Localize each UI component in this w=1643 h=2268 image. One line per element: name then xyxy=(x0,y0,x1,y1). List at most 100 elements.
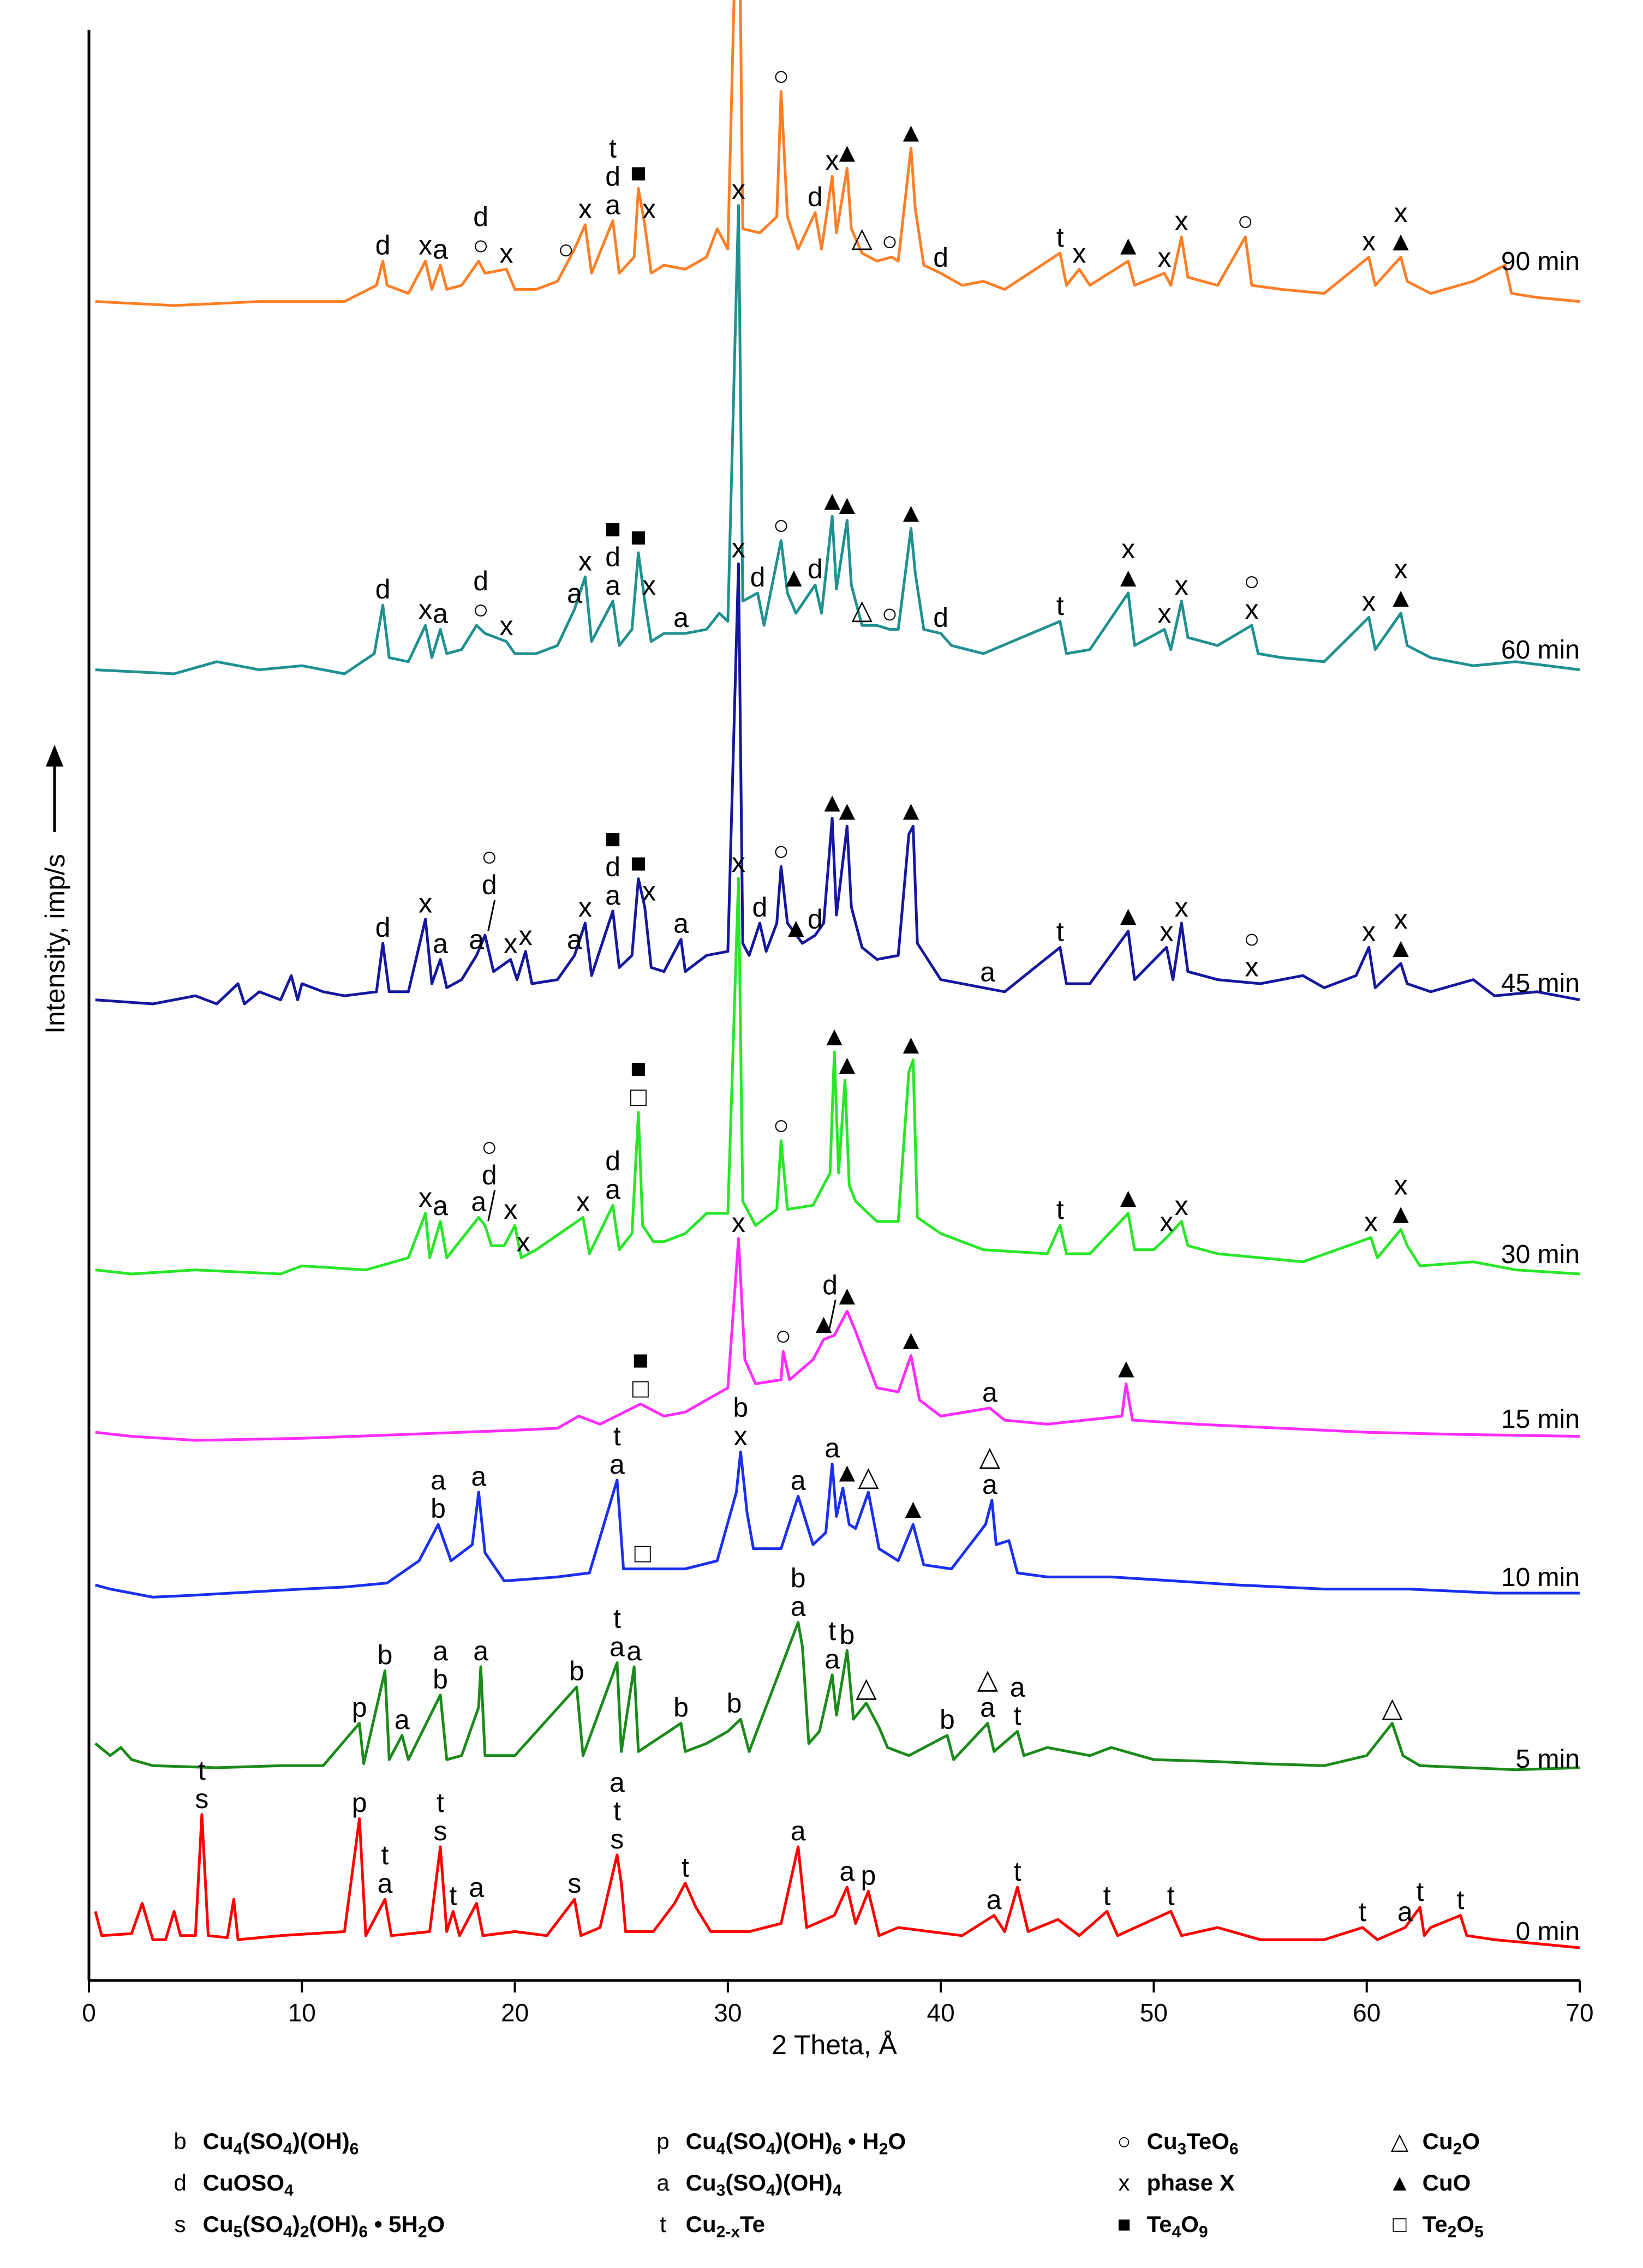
peak-marker: a xyxy=(987,1884,1002,1915)
legend-symbol: ■ xyxy=(1117,2211,1131,2237)
legend-label: Cu4(SO4)(OH)6 • H2O xyxy=(685,2128,906,2158)
peak-marker: a xyxy=(825,1433,840,1463)
peak-marker: x xyxy=(419,888,432,919)
peak-marker: d xyxy=(605,542,620,572)
peak-marker: s xyxy=(610,1824,624,1854)
x-tick-label: 60 xyxy=(1353,1998,1381,2027)
peak-marker: a xyxy=(982,1377,997,1408)
peak-marker: a xyxy=(1010,1672,1025,1702)
legend-entry: △ Cu2O xyxy=(1383,2125,1480,2165)
peak-marker: a xyxy=(840,1856,855,1887)
peak-marker: t xyxy=(1359,1896,1366,1927)
peak-marker: a xyxy=(610,1767,625,1798)
peak-marker: ○ xyxy=(773,510,789,540)
legend-entry: s Cu5(SO4)2(OH)6 • 5H2O xyxy=(164,2208,445,2248)
legend-symbol: a xyxy=(656,2170,670,2195)
peak-marker: a xyxy=(791,1591,806,1622)
peak-marker: t xyxy=(198,1755,206,1786)
peak-marker: x xyxy=(419,594,432,625)
peak-marker: ▲ xyxy=(1387,932,1414,963)
peak-marker: d xyxy=(375,574,391,605)
peak-marker: d xyxy=(375,912,391,943)
x-tick-label: 20 xyxy=(501,1998,529,2027)
peak-marker: a xyxy=(982,1469,997,1500)
peak-marker: x xyxy=(419,1182,432,1213)
peak-marker: x xyxy=(642,876,656,906)
peak-marker: x xyxy=(642,570,656,601)
peak-marker: s xyxy=(195,1784,208,1814)
peak-marker: ▲ xyxy=(780,562,808,593)
peak-marker: ▲ xyxy=(1387,1199,1414,1229)
peak-marker: a xyxy=(433,1636,448,1666)
peak-marker: s xyxy=(433,1816,447,1846)
peak-marker: △ xyxy=(977,1664,999,1695)
legend-entry: p Cu4(SO4)(OH)6 • H2O xyxy=(647,2125,906,2165)
peak-marker: x xyxy=(734,1421,748,1451)
peak-marker: a xyxy=(433,929,448,959)
peak-marker: ▲ xyxy=(834,489,861,520)
peak-marker: △ xyxy=(852,222,873,253)
peak-marker: x xyxy=(504,1194,517,1225)
peak-marker: ○ xyxy=(473,594,489,625)
legend-entry: ○ Cu3TeO6 xyxy=(1108,2125,1239,2165)
peak-marker: △ xyxy=(858,1461,879,1492)
peak-marker: ○ xyxy=(1244,924,1260,954)
legend-label: Cu5(SO4)2(OH)6 • 5H2O xyxy=(202,2211,445,2241)
peak-marker: d xyxy=(933,602,948,633)
peak-marker: x xyxy=(578,892,592,923)
peak-marker: b xyxy=(791,1563,806,1594)
peak-marker: x xyxy=(1160,1206,1173,1237)
legend-entry: ▲ CuO xyxy=(1383,2167,1471,2199)
peak-marker: ○ xyxy=(881,226,898,256)
peak-marker: ○ xyxy=(1244,566,1260,596)
peak-marker: b xyxy=(840,1619,855,1650)
peak-marker: t xyxy=(1456,1884,1464,1915)
legend-entry: x phase X xyxy=(1108,2167,1235,2199)
legend-entry: □ Te2O5 xyxy=(1383,2208,1483,2248)
peak-marker: a xyxy=(471,1461,486,1492)
peak-marker: t xyxy=(437,1787,444,1818)
x-tick-label: 70 xyxy=(1566,1998,1593,2027)
peak-marker: x xyxy=(519,920,533,951)
peak-marker: a xyxy=(469,924,484,955)
peak-marker: x xyxy=(499,238,513,268)
peak-marker: △ xyxy=(1382,1692,1403,1723)
peak-marker: t xyxy=(1056,1194,1064,1225)
peak-marker: t xyxy=(381,1840,389,1870)
peak-marker: ■ xyxy=(605,513,621,544)
series-line-10-min xyxy=(95,1450,1580,1599)
peak-marker: ○ xyxy=(1237,206,1253,236)
peak-marker: t xyxy=(449,1880,457,1911)
peak-marker: a xyxy=(378,1868,393,1899)
peak-marker: ▲ xyxy=(834,137,861,167)
legend-symbol: △ xyxy=(1390,2128,1409,2154)
peak-marker: t xyxy=(828,1615,836,1646)
peak-marker: ▲ xyxy=(1115,900,1142,931)
peak-marker: d xyxy=(933,242,948,273)
peak-marker: ■ xyxy=(630,522,647,552)
peak-marker: d xyxy=(808,182,823,212)
peak-marker: x xyxy=(826,145,839,176)
peak-marker: x xyxy=(1175,570,1188,601)
series-label: 60 min xyxy=(1501,636,1580,665)
series-line-0-min xyxy=(94,1813,1580,1949)
legend: b Cu4(SO4)(OH)6 d CuOSO4 s Cu5(SO4)2(OH)6 … xyxy=(164,2125,1582,2256)
series-line-30-min xyxy=(95,877,1580,1276)
peak-marker: ○ xyxy=(881,599,898,629)
peak-marker: x xyxy=(578,194,592,224)
legend-symbol: □ xyxy=(1393,2211,1407,2237)
y-axis-arrow-head xyxy=(46,745,63,767)
peak-marker: x xyxy=(732,175,745,205)
peak-marker: x xyxy=(732,1207,745,1238)
legend-symbol: t xyxy=(660,2211,666,2237)
peak-marker: ■ xyxy=(605,823,621,854)
legend-label: Cu4(SO4)(OH)6 xyxy=(202,2128,359,2158)
legend-label: Cu3TeO6 xyxy=(1146,2128,1239,2158)
peak-marker: x xyxy=(1072,238,1086,268)
peak-marker: □ xyxy=(635,1538,652,1569)
peak-marker: ○ xyxy=(773,61,789,91)
peak-marker: a xyxy=(791,1465,806,1495)
legend-symbol: s xyxy=(174,2211,186,2237)
peak-marker: ▲ xyxy=(818,485,846,516)
